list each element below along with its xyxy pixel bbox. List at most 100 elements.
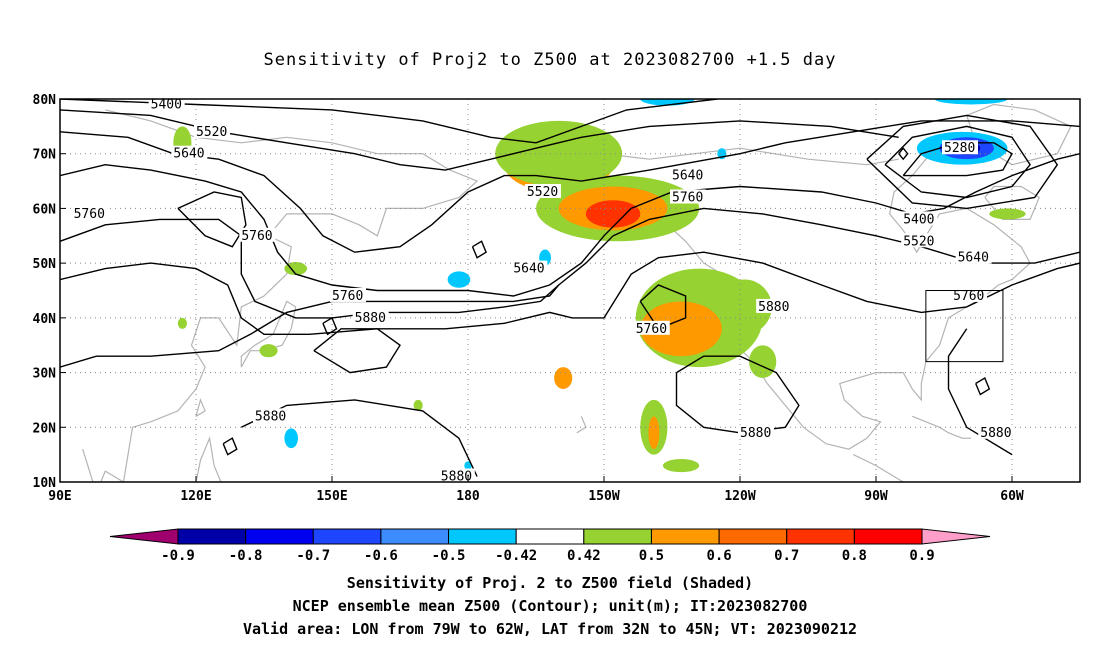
contour-line <box>866 114 1059 210</box>
contour-label: 5880 <box>740 426 771 441</box>
colorbar-tick-label: -0.7 <box>296 548 330 564</box>
shaded-region <box>284 262 308 276</box>
coastline <box>853 454 935 482</box>
colorbar-tick-label: -0.9 <box>161 548 195 564</box>
colorbar-tick-label: 0.5 <box>639 548 664 564</box>
contour-label-bg <box>901 233 938 248</box>
shaded-region <box>989 208 1026 220</box>
coastline <box>984 185 1040 220</box>
contour-label: 5880 <box>758 300 789 315</box>
contour-label: 5760 <box>241 229 272 244</box>
contour-label: 5400 <box>903 212 934 227</box>
contour-label-bg <box>148 96 185 111</box>
lat-label: 60N <box>33 202 57 217</box>
contour-label-bg <box>942 140 978 155</box>
shaded-region <box>640 301 722 357</box>
longitude-labels: 90E 120E 150E 180 150W 120W 90W 60W <box>48 476 1024 504</box>
shaded-region <box>648 416 660 450</box>
contour-label-bg <box>901 211 938 226</box>
contour-line <box>884 125 1031 199</box>
colorbar-box <box>515 528 585 545</box>
lat-label: 20N <box>33 421 57 436</box>
contour-label: 5520 <box>903 234 934 249</box>
contour-label-bg <box>670 167 706 182</box>
caption-contour: NCEP ensemble mean Z500 (Contour); unit(… <box>292 597 808 615</box>
contour-label: 5760 <box>953 289 984 304</box>
contour-label-bg <box>756 298 793 313</box>
contour-label-bg <box>951 287 988 302</box>
contour-label-bg <box>438 468 475 483</box>
contour-label: 5280 <box>944 141 975 156</box>
coastline <box>513 142 1031 450</box>
colorbar-tick-label: -0.5 <box>432 548 466 564</box>
caption-valid-area: Valid area: LON from 79W to 62W, LAT fro… <box>242 620 858 638</box>
coastline <box>195 398 206 417</box>
contour-label-bg <box>738 424 774 439</box>
lon-label: 60W <box>1000 489 1024 504</box>
contour-label-bg <box>955 249 992 264</box>
colorbar-box <box>380 528 450 545</box>
contour-label-bg <box>194 123 230 138</box>
contour-label: 5880 <box>255 409 286 424</box>
contour-line <box>60 251 1080 335</box>
contour-label-bg <box>633 320 670 335</box>
contour-label: 5520 <box>196 125 227 140</box>
map-frame <box>59 98 1081 483</box>
shaded-region <box>259 344 278 358</box>
lon-label: 150E <box>316 489 347 504</box>
contour-label: 5880 <box>355 311 386 326</box>
shaded-region <box>934 99 1008 105</box>
contour-labels: 5400 5520 5640 5760 5760 5760 5880 5520 5640 5640… <box>71 96 1015 485</box>
colorbar-box <box>853 528 923 545</box>
colorbar-tick-label: 0.8 <box>842 548 867 564</box>
colorbar-box <box>245 528 314 545</box>
lon-label: 90E <box>48 489 71 504</box>
contour-label: 5760 <box>332 289 363 304</box>
lat-label: 80N <box>33 93 57 108</box>
contour-label-bg <box>171 145 208 160</box>
colorbar-box <box>177 528 247 545</box>
colorbar-box <box>650 528 720 545</box>
lat-label: 10N <box>33 476 57 491</box>
shaded-region <box>554 367 573 389</box>
contour-label-bg <box>670 189 706 204</box>
valid-area-box <box>925 290 1004 363</box>
contour-label: 5880 <box>441 470 472 485</box>
lat-label: 40N <box>33 312 57 327</box>
contour-label: 5640 <box>672 169 703 184</box>
contour-label-bg <box>524 184 561 199</box>
shaded-region <box>464 461 472 470</box>
colorbar-box <box>448 528 517 545</box>
contour-label: 5640 <box>958 251 989 266</box>
contour-line <box>322 316 338 336</box>
contour-line <box>898 147 909 161</box>
colorbar-box <box>786 528 855 545</box>
contour-line <box>60 120 1080 253</box>
contour-label-bg <box>352 309 389 324</box>
lon-label: 90W <box>864 489 888 504</box>
latitude-labels: 80N 70N 60N 50N 40N 30N 20N 10N <box>33 93 66 491</box>
contour-line <box>60 153 1080 297</box>
map-title: Sensitivity of Proj2 to Z500 at 20230827… <box>263 50 837 70</box>
contour-label-bg <box>239 227 276 242</box>
shaded-region <box>717 279 772 335</box>
colorbar-box <box>583 528 652 545</box>
lat-label: 30N <box>33 367 57 382</box>
contour-label: 5640 <box>513 262 544 277</box>
contour-label: 5400 <box>151 97 182 112</box>
contour-label-bg <box>252 408 289 423</box>
colorbar-tick-label: 0.42 <box>567 548 601 564</box>
colorbar-tick-label: 0.7 <box>774 548 799 564</box>
contour-label-bg <box>330 287 366 302</box>
contour-line <box>675 355 800 434</box>
colorbar-labels: -0.9 -0.8 -0.7 -0.6 -0.5 -0.42 0.42 0.5 0.6 0.7 0.… <box>161 548 935 564</box>
lat-label: 50N <box>33 257 57 272</box>
colorbar-tick-label: -0.6 <box>364 548 398 564</box>
contour-label: 5760 <box>672 190 703 205</box>
contour-line <box>60 99 718 144</box>
lon-label: 120E <box>180 489 211 504</box>
contour-label: 5880 <box>980 426 1011 441</box>
shaded-region <box>585 200 641 228</box>
contour-label-bg <box>978 424 1015 439</box>
